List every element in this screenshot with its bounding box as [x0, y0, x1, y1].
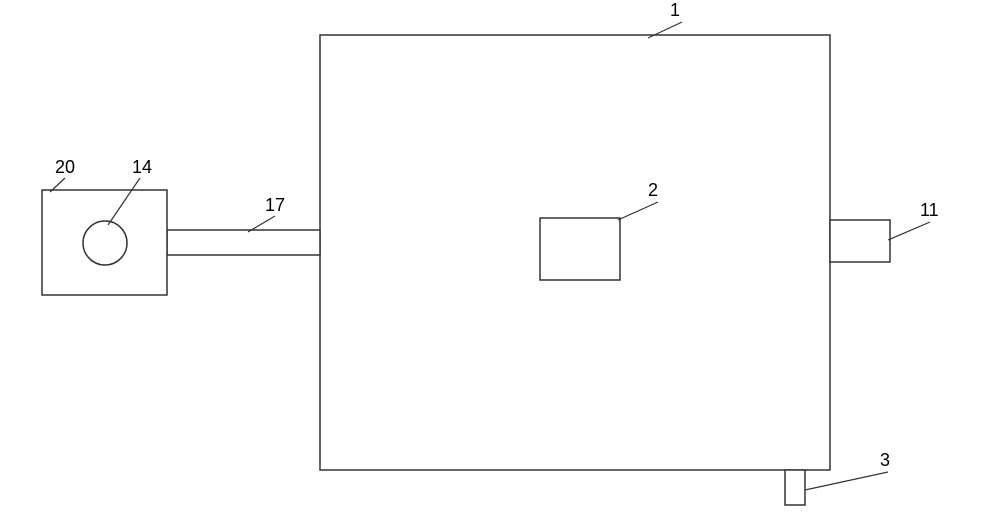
leader-3	[805, 472, 888, 490]
circle-icon	[83, 221, 127, 265]
label-2: 2	[648, 180, 658, 201]
label-14: 14	[132, 157, 152, 178]
right-stub	[830, 220, 890, 262]
bottom-stub	[785, 470, 805, 505]
label-1: 1	[670, 0, 680, 21]
label-20: 20	[55, 157, 75, 178]
label-11: 11	[920, 200, 939, 221]
window-box	[540, 218, 620, 280]
connector-rod	[167, 230, 320, 255]
diagram-canvas	[0, 0, 1000, 530]
label-3: 3	[880, 450, 890, 471]
label-17: 17	[265, 195, 285, 216]
leader-11	[888, 222, 930, 240]
